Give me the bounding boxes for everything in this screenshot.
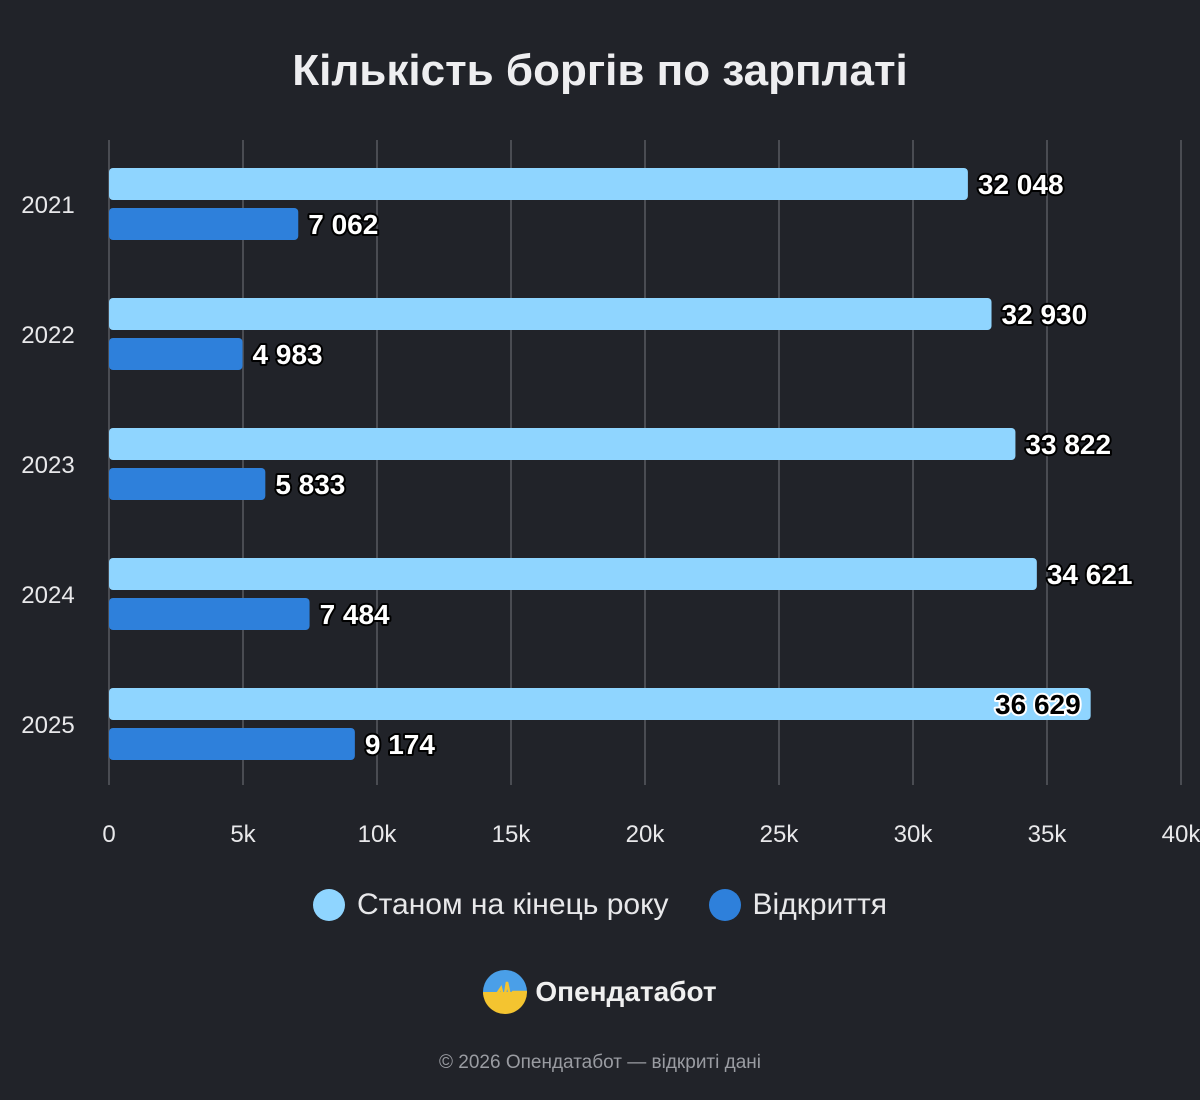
legend-swatch-opened (708, 889, 741, 921)
bar-chart: 0 5k 10k 15k 20k 25k 30k 35k 40k 2021 32 048 7 062 2… (21, 140, 1200, 848)
y-category-label: 2025 (21, 712, 74, 739)
y-category-label: 2023 (21, 452, 74, 479)
data-label: 7 484 (320, 599, 390, 630)
x-tick-label: 15k (492, 821, 532, 848)
data-label: 4 983 (253, 339, 323, 370)
brand: Опендатабот (0, 970, 1200, 1014)
legend-item-year-end[interactable]: Станом на кінець року (312, 888, 669, 922)
bar (109, 338, 243, 370)
bar (109, 168, 968, 200)
legend-swatch-year-end (312, 889, 345, 921)
brand-name: Опендатабот (535, 976, 717, 1007)
x-tick-label: 0 (102, 821, 115, 848)
chart-title: Кількість боргів по зарплаті (292, 46, 908, 95)
legend-item-opened[interactable]: Відкриття (708, 888, 888, 922)
bar (109, 558, 1037, 590)
legend-label: Відкриття (752, 888, 888, 921)
y-category-label: 2021 (21, 192, 74, 219)
data-label: 7 062 (308, 209, 378, 240)
data-label: 32 930 (1002, 299, 1088, 330)
x-tick-label: 25k (760, 821, 800, 848)
data-label: 5 833 (275, 469, 345, 500)
x-tick-label: 20k (626, 821, 666, 848)
bar (109, 468, 266, 500)
bar (109, 598, 310, 630)
x-tick-label: 30k (894, 821, 934, 848)
opendatabot-logo-icon (483, 970, 528, 1014)
y-category-label: 2022 (21, 322, 74, 349)
data-label: 34 621 (1047, 559, 1133, 590)
x-tick-label: 5k (230, 821, 256, 848)
data-label: 33 822 (1025, 429, 1111, 460)
footer: © 2026 Опендатабот — відкриті дані (439, 1052, 761, 1073)
bar (109, 728, 355, 760)
legend: Станом на кінець року Відкриття (0, 888, 1200, 922)
x-tick-label: 40k (1162, 821, 1200, 848)
x-tick-label: 35k (1028, 821, 1068, 848)
data-label: 9 174 (365, 729, 435, 760)
bar (109, 298, 992, 330)
legend-label: Станом на кінець року (356, 888, 669, 921)
bar (109, 688, 1091, 720)
data-label: 32 048 (978, 169, 1064, 200)
bar (109, 428, 1016, 460)
x-tick-label: 10k (358, 821, 398, 848)
bar (109, 208, 299, 240)
y-category-label: 2024 (21, 582, 74, 609)
data-label: 36 629 (995, 689, 1081, 720)
